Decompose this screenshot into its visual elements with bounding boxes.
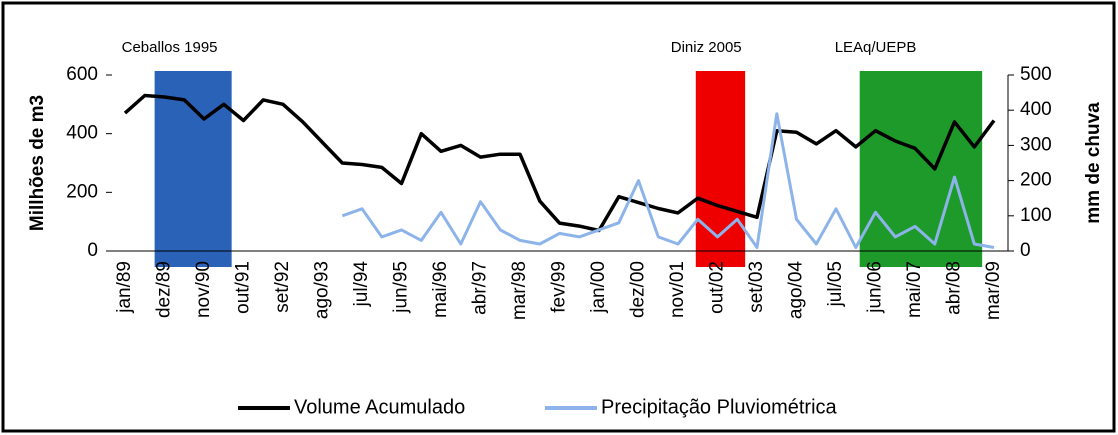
x-tick-label: abr/97 — [470, 261, 491, 315]
x-tick-label: mar/98 — [509, 261, 530, 320]
y-tick-label: 400 — [66, 123, 98, 144]
series-line — [123, 93, 996, 233]
y-tick-label: 200 — [66, 181, 98, 202]
y2-tick-label: 500 — [1020, 64, 1052, 85]
x-tick-label: dez/89 — [154, 261, 175, 318]
x-tick-label: out/02 — [707, 261, 728, 314]
x-tick-label: out/91 — [233, 261, 254, 314]
x-tick-label: ago/04 — [786, 261, 807, 320]
x-tick-label: nov/01 — [667, 261, 688, 318]
x-tick-label: mai/96 — [430, 261, 451, 318]
y-tick-label: 0 — [87, 240, 98, 261]
region-label: LEAq/UEPB — [835, 39, 917, 56]
x-tick-label: jun/95 — [391, 261, 412, 314]
y2-tick-label: 200 — [1020, 170, 1052, 191]
series-line — [341, 112, 995, 249]
x-tick-label: jan/00 — [588, 261, 609, 314]
y2-tick-label: 400 — [1020, 99, 1052, 120]
y2-tick-label: 100 — [1020, 205, 1052, 226]
x-tick-label: jan/89 — [114, 261, 135, 314]
legend-label: Precipitação Pluviométrica — [601, 396, 838, 418]
x-tick-label: set/03 — [746, 261, 767, 313]
y2-tick-label: 300 — [1020, 134, 1052, 155]
region-label: Ceballos 1995 — [122, 39, 218, 56]
x-tick-label: jun/06 — [865, 261, 886, 314]
x-tick-label: mai/07 — [904, 261, 925, 318]
period-region — [695, 71, 746, 267]
y2-tick-label: 0 — [1020, 240, 1031, 261]
period-region — [859, 71, 983, 267]
x-tick-label: abr/08 — [944, 261, 965, 315]
x-tick-label: fev/99 — [549, 261, 570, 313]
y-tick-label: 600 — [66, 64, 98, 85]
y-axis-title: Millhões de m3 — [27, 95, 48, 231]
x-tick-label: jul/94 — [351, 261, 372, 308]
y2-axis-title: mm de chuva — [1083, 102, 1104, 224]
period-region — [154, 71, 232, 267]
x-tick-label: mar/09 — [983, 261, 1004, 320]
x-tick-label: nov/90 — [193, 261, 214, 318]
legend-label: Volume Acumulado — [294, 396, 465, 418]
x-tick-label: set/92 — [272, 261, 293, 313]
x-tick-label: jul/05 — [825, 261, 846, 307]
x-tick-label: ago/93 — [312, 261, 333, 319]
x-tick-label: dez/00 — [628, 261, 649, 318]
region-label: Diniz 2005 — [671, 39, 742, 56]
